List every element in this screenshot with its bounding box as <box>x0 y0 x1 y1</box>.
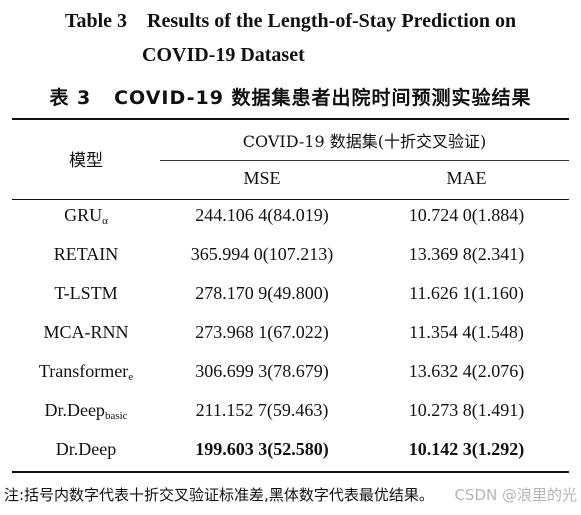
cell-mae: 10.142 3(1.292) <box>408 439 525 459</box>
model-name: RETAIN <box>53 244 119 264</box>
cell-mae: 11.626 1(1.160) <box>409 283 524 303</box>
model-name: Dr.Deep <box>55 439 117 459</box>
cell-model: Dr.Deepbasic <box>12 400 160 422</box>
cell-model: T-LSTM <box>12 283 160 304</box>
table-title-cn: 表 3 COVID-19 数据集患者出院时间预测实验结果 <box>49 87 532 109</box>
header-group: COVID-19 数据集(十折交叉验证) <box>242 132 487 151</box>
model-subscript: α <box>102 215 108 227</box>
group-underline <box>160 160 569 161</box>
bottom-rule <box>12 471 569 473</box>
model-name: MCA-RNN <box>43 322 129 342</box>
cell-mae: 13.632 4(2.076) <box>408 361 525 381</box>
model-name: T-LSTM <box>54 283 118 303</box>
header-model: 模型 <box>69 151 103 171</box>
table-title-en-line1: Table 3 Results of the Length-of-Stay Pr… <box>64 10 517 32</box>
cell-model: MCA-RNN <box>12 322 160 343</box>
cell-mse: 199.603 3(52.580) <box>195 439 329 459</box>
cell-mae: 10.273 8(1.491) <box>408 400 525 420</box>
header-mse: MSE <box>243 168 281 188</box>
watermark: CSDN @浪里的光 <box>454 486 577 504</box>
model-name: Dr.Deep <box>44 400 105 420</box>
cell-mse: 306.699 3(78.679) <box>195 361 329 381</box>
cell-mae: 13.369 8(2.341) <box>408 244 525 264</box>
cell-mae: 11.354 4(1.548) <box>409 322 524 342</box>
cell-mse: 211.152 7(59.463) <box>195 400 329 420</box>
cell-model: Transformere <box>12 361 160 383</box>
cell-model: GRUα <box>12 205 160 227</box>
model-name: GRU <box>64 205 103 225</box>
cell-mse: 244.106 4(84.019) <box>195 205 329 225</box>
top-rule <box>12 118 569 120</box>
table-title-en-line2: COVID-19 Dataset <box>142 44 305 66</box>
header-mae: MAE <box>446 168 487 188</box>
cell-model: Dr.Deep <box>12 439 160 460</box>
cell-mse: 273.968 1(67.022) <box>195 322 329 342</box>
table-note: 注:括号内数字代表十折交叉验证标准差,黑体数字代表最优结果。 <box>4 486 434 504</box>
model-name: Transformer <box>38 361 129 381</box>
cell-mse: 365.994 0(107.213) <box>190 244 334 264</box>
model-subscript: e <box>128 371 134 383</box>
cell-model: RETAIN <box>12 244 160 265</box>
model-subscript: basic <box>104 410 128 422</box>
cell-mae: 10.724 0(1.884) <box>408 205 525 225</box>
cell-mse: 278.170 9(49.800) <box>195 283 329 303</box>
header-rule <box>12 199 569 200</box>
